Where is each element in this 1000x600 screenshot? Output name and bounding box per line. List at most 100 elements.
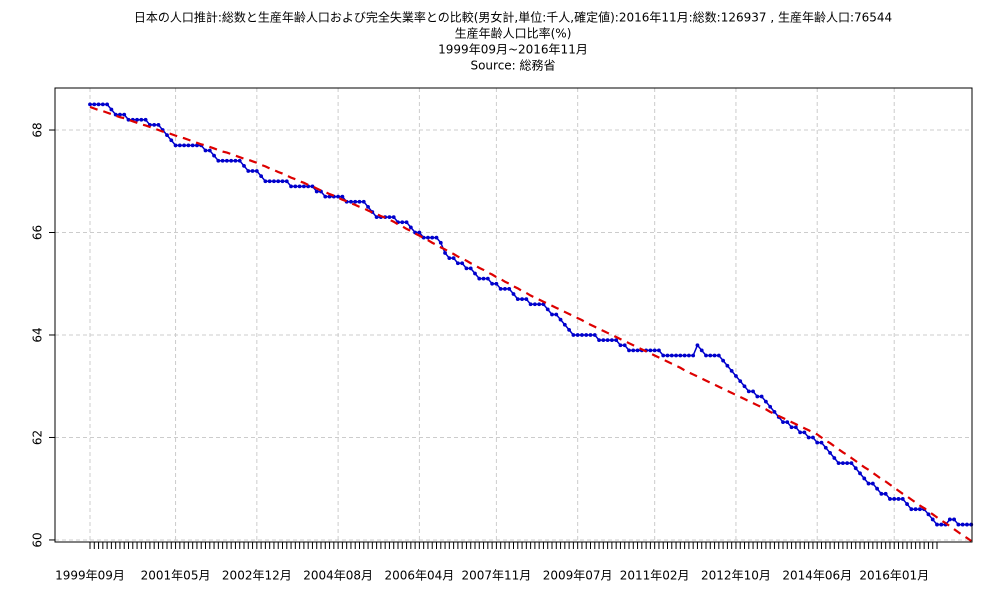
data-point — [92, 102, 97, 107]
data-point — [853, 466, 858, 471]
data-point — [652, 348, 657, 353]
data-point — [704, 353, 708, 358]
data-point — [571, 333, 576, 337]
data-point — [310, 184, 315, 189]
data-point — [883, 491, 888, 496]
data-point — [498, 286, 503, 291]
data-point — [614, 338, 619, 343]
data-point — [879, 491, 884, 496]
data-point — [926, 512, 931, 517]
data-point — [888, 497, 892, 501]
data-point — [622, 343, 627, 348]
data-point — [233, 158, 238, 163]
data-point — [207, 148, 212, 153]
data-point — [550, 312, 554, 317]
data-point — [746, 389, 751, 394]
grid-layer — [55, 88, 972, 542]
data-point — [434, 235, 439, 240]
data-point — [349, 199, 353, 204]
data-point — [657, 348, 661, 353]
data-point — [635, 348, 640, 353]
data-point — [755, 394, 760, 399]
data-point — [113, 112, 118, 117]
data-point — [122, 112, 127, 117]
data-point — [763, 399, 768, 404]
data-point — [729, 368, 734, 373]
data-point — [507, 286, 512, 291]
data-point — [263, 179, 268, 184]
data-point — [815, 440, 820, 445]
x-tick-label: 2012年10月 — [701, 569, 771, 583]
data-point — [866, 481, 871, 486]
data-point — [182, 143, 187, 148]
data-point — [601, 338, 606, 343]
data-point — [336, 194, 341, 199]
data-point — [575, 333, 580, 337]
data-point — [905, 502, 909, 506]
data-point — [126, 117, 131, 122]
data-point — [96, 102, 101, 107]
data-point — [152, 122, 157, 127]
data-point — [430, 235, 435, 240]
data-point — [426, 235, 430, 240]
data-point — [789, 425, 794, 430]
data-point — [832, 456, 837, 460]
x-tick-label: 2016年01月 — [859, 569, 929, 583]
data-point — [725, 363, 730, 368]
data-point — [366, 204, 370, 209]
data-point — [554, 312, 559, 317]
data-point — [952, 517, 957, 522]
data-point — [216, 158, 221, 163]
data-point — [323, 194, 328, 199]
data-point — [494, 281, 499, 286]
data-point — [900, 497, 905, 501]
data-point — [404, 220, 409, 225]
data-point — [105, 102, 110, 107]
data-point — [708, 353, 713, 358]
data-point — [913, 507, 918, 512]
x-tick-label: 2007年11月 — [461, 569, 531, 583]
data-point — [738, 379, 743, 384]
data-point — [451, 256, 456, 261]
data-point — [558, 317, 563, 322]
data-point — [956, 522, 961, 527]
data-point — [361, 199, 366, 204]
chart-period: 1999年09月~2016年11月 — [438, 43, 588, 57]
chart-title: 日本の人口推計:総数と生産年齢人口および完全失業率との比較(男女計,単位:千人,… — [134, 10, 892, 25]
data-point — [481, 276, 486, 281]
data-point — [490, 281, 495, 286]
data-point — [272, 179, 276, 184]
data-point — [836, 461, 841, 465]
data-point — [246, 169, 251, 173]
data-point — [695, 343, 700, 348]
data-point — [177, 143, 182, 148]
data-point — [592, 333, 597, 337]
x-tick-label: 2002年12月 — [222, 569, 292, 583]
data-point — [195, 143, 199, 148]
data-point — [721, 358, 726, 363]
data-point — [742, 384, 747, 389]
data-point — [537, 302, 542, 307]
data-point — [109, 107, 114, 112]
y-tick-label: 62 — [31, 430, 45, 445]
data-point — [716, 353, 721, 358]
data-point — [438, 240, 443, 245]
data-point — [930, 517, 935, 522]
data-point — [229, 158, 234, 163]
data-point — [139, 117, 144, 122]
y-tick-label: 64 — [31, 327, 45, 342]
data-point — [781, 420, 785, 424]
data-point — [567, 327, 572, 332]
data-point — [327, 194, 332, 199]
x-tick-label: 2014年06月 — [782, 569, 852, 583]
data-point — [768, 404, 773, 409]
data-point — [802, 430, 807, 435]
data-point — [584, 333, 589, 337]
data-point — [190, 143, 195, 148]
data-point — [447, 256, 452, 261]
data-point — [858, 471, 862, 476]
data-point — [242, 163, 246, 168]
data-point — [627, 348, 631, 353]
data-point — [682, 353, 687, 358]
